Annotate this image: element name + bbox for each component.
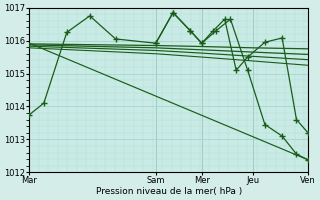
X-axis label: Pression niveau de la mer( hPa ): Pression niveau de la mer( hPa )	[96, 187, 242, 196]
